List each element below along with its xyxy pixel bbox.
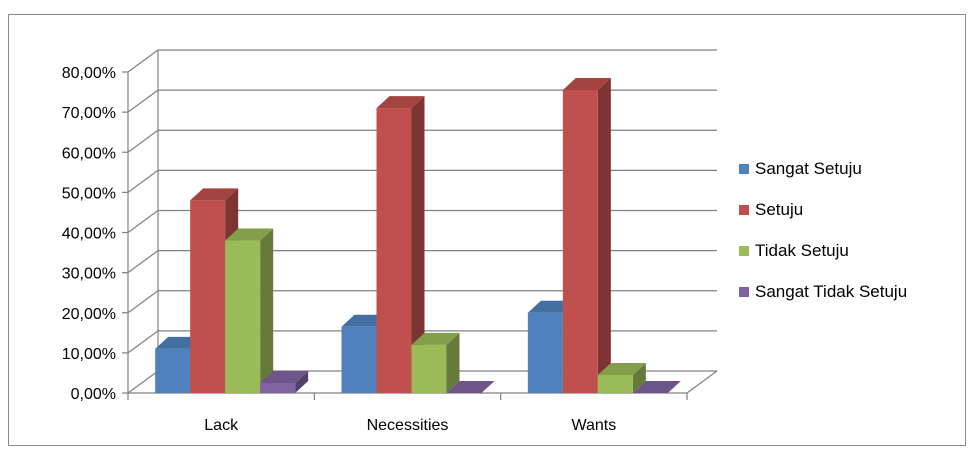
gridline-depth (127, 290, 159, 314)
bar-top (190, 188, 239, 201)
legend-swatch (739, 246, 749, 256)
bar-top (446, 381, 495, 393)
y-tick-label: 60,00% (62, 145, 116, 162)
bar (597, 374, 633, 393)
bar-top (597, 362, 646, 375)
bar-top (376, 96, 425, 109)
bar (260, 382, 296, 393)
gridline-depth (127, 129, 159, 153)
gridline-depth (127, 210, 159, 233)
bar (376, 108, 412, 394)
legend-label: Setuju (755, 200, 803, 219)
y-tick-label: 30,00% (62, 266, 116, 283)
gridline-depth (127, 330, 159, 354)
x-tick-label: Wants (571, 417, 616, 434)
legend-label: Sangat Setuju (755, 159, 862, 178)
bar-side (411, 96, 425, 394)
y-tick-label: 10,00% (62, 346, 116, 363)
legend-label: Sangat Tidak Setuju (755, 282, 907, 301)
bar (225, 240, 261, 393)
bar-top (225, 228, 274, 241)
y-tick-label: 40,00% (62, 226, 116, 243)
bar-top (632, 381, 681, 393)
y-tick-label: 50,00% (62, 185, 116, 202)
gridline-depth (127, 89, 159, 113)
gridline-depth (127, 370, 159, 394)
bar-side (597, 78, 611, 394)
gridline-depth (127, 169, 159, 193)
bar (411, 344, 447, 393)
y-tick-label: 70,00% (62, 105, 116, 122)
x-tick-label: Necessities (367, 417, 449, 434)
y-tick-label: 20,00% (62, 306, 116, 323)
bar-side (260, 228, 274, 393)
bar (155, 348, 191, 393)
bar (527, 312, 563, 393)
gridline-depth (127, 250, 159, 274)
floor-right-edge (686, 370, 718, 394)
bar-side (446, 332, 460, 393)
y-tick-label: 80,00% (62, 65, 116, 82)
gridline-depth (127, 49, 159, 73)
bar-side (632, 362, 646, 393)
legend-swatch (739, 287, 749, 297)
legend-swatch (739, 164, 749, 174)
bar-top (411, 332, 460, 345)
bar (341, 326, 377, 393)
y-tick-label: 0,00% (71, 386, 116, 403)
legend-swatch (739, 205, 749, 215)
bar (562, 90, 598, 394)
bar-side (295, 370, 309, 393)
x-tick-label: Lack (204, 417, 239, 434)
bar (190, 200, 226, 393)
legend-label: Tidak Setuju (755, 241, 849, 260)
bar-top (562, 78, 611, 91)
bar-top (260, 370, 309, 383)
